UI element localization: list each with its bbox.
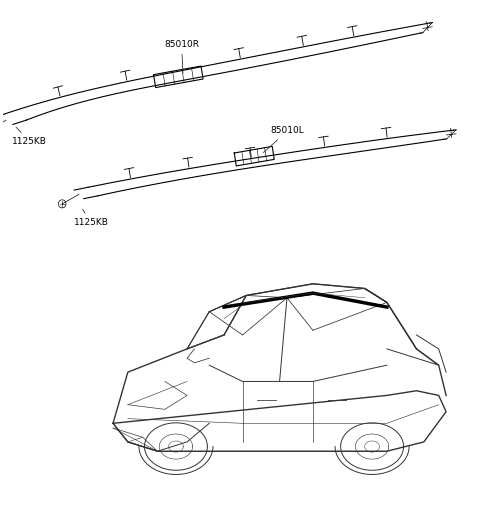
Text: 85010L: 85010L <box>264 126 305 153</box>
Text: 1125KB: 1125KB <box>12 127 47 146</box>
Text: 1125KB: 1125KB <box>74 210 109 227</box>
Text: 85010R: 85010R <box>164 40 199 73</box>
